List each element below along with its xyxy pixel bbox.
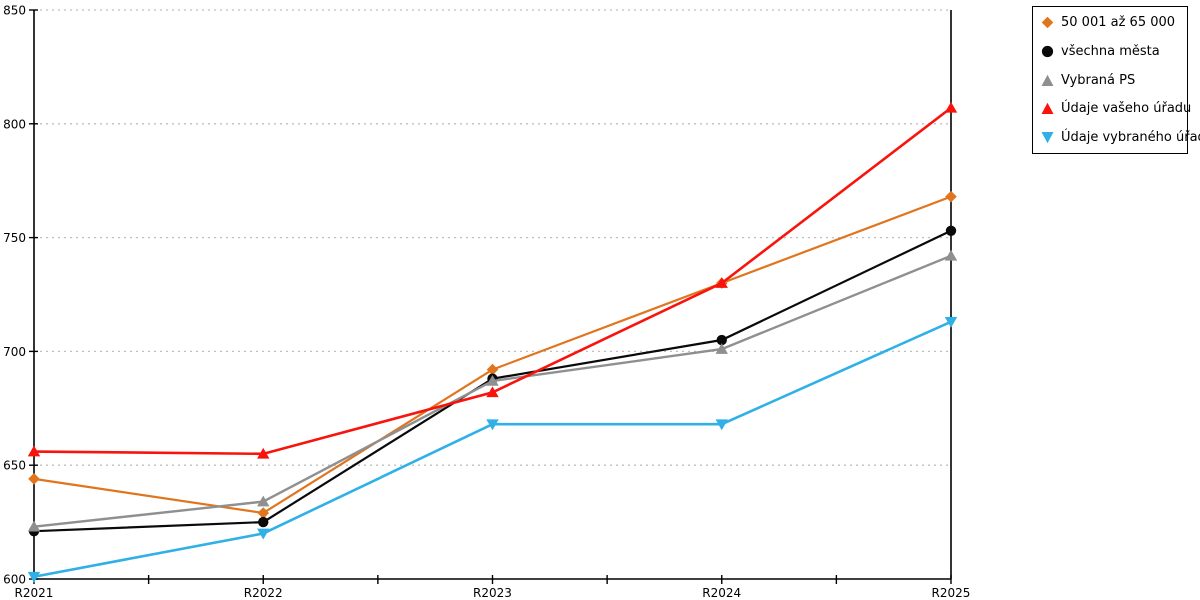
circle-icon-shape	[1041, 45, 1054, 58]
legend-label: Údaje vybraného úřadu	[1061, 129, 1200, 145]
legend-label: Údaje vašeho úřadu	[1061, 101, 1192, 117]
diamond-icon	[1041, 17, 1054, 29]
legend-item: Údaje vašeho úřadu	[1041, 94, 1191, 123]
svg-text:R2024: R2024	[702, 586, 741, 600]
svg-text:850: 850	[3, 4, 26, 18]
svg-text:650: 650	[3, 459, 26, 473]
triangle-down-icon	[1041, 131, 1054, 143]
legend-item: Údaje vybraného úřadu	[1041, 123, 1200, 152]
svg-text:800: 800	[3, 117, 26, 131]
circle-icon	[1041, 45, 1054, 58]
triangle-up-icon	[1041, 102, 1054, 115]
diamond-icon-shape	[1041, 17, 1054, 29]
legend-label: Vybraná PS	[1061, 72, 1136, 88]
legend-label: všechna města	[1061, 43, 1160, 59]
svg-text:R2025: R2025	[932, 586, 971, 600]
svg-text:600: 600	[3, 573, 26, 587]
triangle-up-icon-shape	[1041, 74, 1054, 86]
legend-item: všechna města	[1041, 37, 1187, 66]
svg-text:R2023: R2023	[473, 586, 512, 600]
triangle-down-icon-shape	[1041, 131, 1054, 143]
legend: 50 001 až 65 000 všechna města Vybraná P…	[1032, 6, 1200, 154]
legend-label: 50 001 až 65 000	[1061, 15, 1176, 31]
svg-text:R2022: R2022	[244, 586, 283, 600]
svg-text:R2021: R2021	[15, 586, 54, 600]
svg-text:750: 750	[3, 231, 26, 245]
legend-item: Vybraná PS	[1041, 66, 1187, 95]
legend-item: 50 001 až 65 000	[1041, 9, 1187, 38]
triangle-up-icon-shape	[1041, 102, 1054, 115]
svg-text:700: 700	[3, 345, 26, 359]
triangle-up-icon	[1041, 74, 1054, 86]
